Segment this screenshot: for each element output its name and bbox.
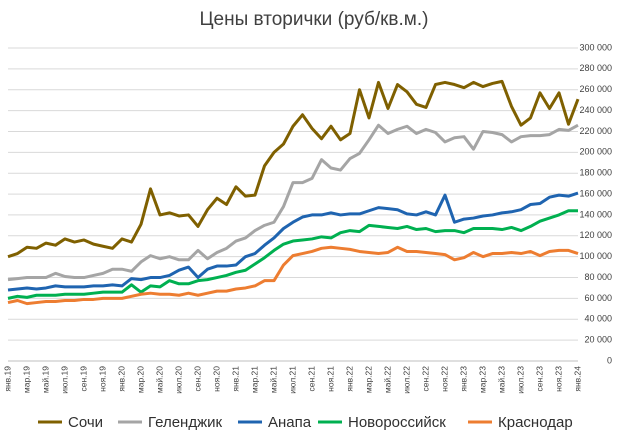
series-line	[7, 123, 579, 282]
x-tick-label: янв.19	[2, 366, 12, 392]
x-tick-label: мар.21	[249, 366, 259, 393]
y-tick-label: 100 000	[579, 251, 612, 261]
series-line	[7, 209, 578, 300]
x-tick-label: мар.23	[477, 366, 487, 393]
series-line	[7, 245, 579, 306]
y-tick-label: 260 000	[579, 84, 612, 94]
x-tick-label: сен.21	[306, 366, 316, 392]
y-tick-label: 200 000	[579, 147, 612, 157]
x-tick-label: сен.20	[192, 366, 202, 392]
x-tick-label: мар.19	[21, 366, 31, 393]
x-tick-label: янв.22	[344, 366, 354, 392]
y-tick-label: 280 000	[579, 63, 612, 73]
y-tick-label: 0	[607, 355, 612, 365]
x-tick-label: ноя.21	[325, 366, 335, 392]
x-tick-label: июл.19	[59, 366, 69, 394]
y-tick-label: 160 000	[579, 188, 612, 198]
x-tick-label: ноя.20	[211, 366, 221, 392]
y-tick-label: 240 000	[579, 105, 612, 115]
x-tick-label: ноя.22	[439, 366, 449, 392]
x-tick-label: янв.24	[572, 366, 582, 392]
y-tick-label: 300 000	[579, 42, 612, 52]
x-tick-label: июл.20	[173, 366, 183, 394]
legend-label: Новороссийск	[348, 414, 446, 431]
x-tick-label: май.22	[382, 366, 392, 393]
series-line	[7, 79, 580, 259]
x-tick-label: июл.23	[515, 366, 525, 394]
legend-label: Краснодар	[498, 414, 573, 431]
x-tick-label: ноя.19	[97, 366, 107, 392]
x-tick-label: май.21	[268, 366, 278, 393]
x-tick-label: сен.23	[534, 366, 544, 392]
y-tick-label: 40 000	[584, 314, 612, 324]
y-tick-label: 220 000	[579, 126, 612, 136]
x-tick-label: янв.21	[230, 366, 240, 392]
x-tick-label: май.20	[154, 366, 164, 393]
x-tick-label: янв.20	[116, 366, 126, 392]
legend-label: Анапа	[268, 414, 312, 431]
y-tick-label: 20 000	[584, 335, 612, 345]
legend-label: Сочи	[68, 414, 103, 431]
x-tick-label: июл.22	[401, 366, 411, 394]
y-tick-label: 80 000	[584, 272, 612, 282]
series-line	[7, 191, 579, 292]
x-tick-label: мар.22	[363, 366, 373, 393]
legend-label: Геленджик	[148, 414, 223, 431]
x-tick-label: май.19	[40, 366, 50, 393]
y-tick-label: 120 000	[579, 230, 612, 240]
x-tick-label: сен.22	[420, 366, 430, 392]
chart-title: Цены вторички (руб/кв.м.)	[200, 9, 429, 30]
x-tick-label: ноя.23	[553, 366, 563, 392]
x-tick-label: сен.19	[78, 366, 88, 392]
y-tick-label: 60 000	[584, 293, 612, 303]
y-tick-label: 180 000	[579, 168, 612, 178]
x-tick-label: мар.20	[135, 366, 145, 393]
x-tick-label: июл.21	[287, 366, 297, 394]
y-tick-label: 140 000	[579, 209, 612, 219]
x-tick-label: янв.23	[458, 366, 468, 392]
x-tick-label: май.23	[496, 366, 506, 393]
